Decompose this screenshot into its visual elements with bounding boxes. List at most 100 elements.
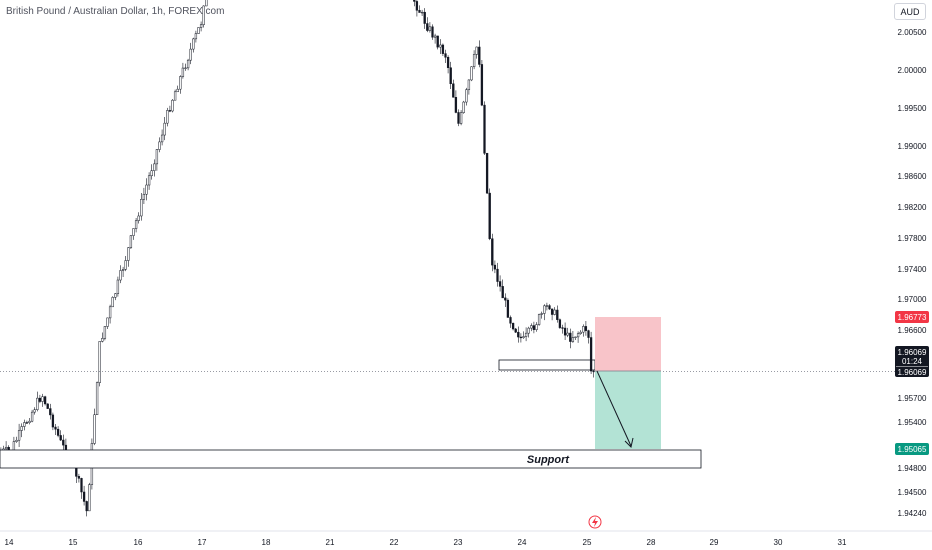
current-price-badge bbox=[895, 346, 929, 377]
candle bbox=[514, 328, 517, 334]
candle bbox=[160, 129, 164, 146]
candle bbox=[584, 321, 588, 336]
candle bbox=[553, 307, 556, 316]
x-tick-label: 23 bbox=[454, 538, 463, 547]
candle bbox=[420, 9, 424, 17]
candle bbox=[454, 90, 458, 114]
candles-group bbox=[0, 0, 598, 517]
candle bbox=[550, 308, 554, 321]
y-tick-label: 1.96600 bbox=[898, 326, 927, 335]
candle bbox=[574, 336, 577, 340]
candle bbox=[496, 262, 499, 287]
x-tick-label: 21 bbox=[326, 538, 335, 547]
candle bbox=[36, 391, 39, 412]
y-tick-label: 1.97800 bbox=[898, 234, 927, 243]
candle bbox=[431, 24, 434, 40]
projection-arrow bbox=[596, 370, 632, 447]
candle bbox=[444, 49, 447, 63]
candle bbox=[119, 265, 122, 284]
take-profit-zone[interactable] bbox=[595, 371, 661, 449]
candle bbox=[140, 192, 143, 221]
candle bbox=[114, 293, 117, 301]
y-tick-label: 1.99500 bbox=[898, 104, 927, 113]
candle bbox=[46, 403, 49, 409]
candle bbox=[462, 100, 465, 114]
y-tick-label: 1.98200 bbox=[898, 203, 927, 212]
candle bbox=[579, 330, 582, 335]
x-tick-label: 30 bbox=[774, 538, 783, 547]
candle bbox=[441, 43, 445, 57]
take-profit-value: 1.95065 bbox=[898, 445, 927, 454]
candle bbox=[197, 27, 200, 35]
candle bbox=[184, 63, 187, 71]
entry-price-value: 1.96069 bbox=[898, 368, 927, 377]
candle bbox=[181, 62, 185, 79]
candle bbox=[158, 137, 161, 153]
candle bbox=[522, 331, 525, 339]
candle bbox=[150, 164, 153, 180]
x-tick-label: 22 bbox=[390, 538, 399, 547]
candle bbox=[173, 89, 177, 101]
candle bbox=[155, 149, 159, 171]
x-tick-label: 24 bbox=[518, 538, 527, 547]
candle bbox=[571, 331, 575, 343]
x-tick-label: 31 bbox=[838, 538, 847, 547]
candle bbox=[43, 395, 47, 406]
x-tick-label: 17 bbox=[198, 538, 207, 547]
y-tick-label: 1.94240 bbox=[898, 509, 927, 518]
candle bbox=[163, 116, 166, 141]
x-tick-label: 16 bbox=[134, 538, 143, 547]
candle bbox=[108, 304, 112, 324]
candle bbox=[127, 247, 130, 267]
candle bbox=[418, 5, 421, 13]
candle bbox=[106, 317, 109, 329]
x-axis: 14 15 16 17 18 21 22 23 24 25 28 29 30 31 bbox=[5, 538, 847, 547]
candle bbox=[186, 58, 190, 71]
candle bbox=[153, 159, 156, 177]
lightning-icon[interactable] bbox=[588, 515, 602, 529]
candle bbox=[457, 109, 460, 127]
candle bbox=[498, 275, 502, 292]
candle bbox=[545, 302, 549, 311]
support-zone[interactable] bbox=[0, 449, 702, 469]
candle bbox=[413, 0, 416, 7]
candle bbox=[54, 423, 57, 436]
candle bbox=[548, 304, 551, 311]
candle bbox=[483, 101, 486, 156]
candle bbox=[147, 172, 151, 190]
candle bbox=[49, 403, 52, 420]
candle bbox=[582, 324, 585, 337]
candle bbox=[101, 332, 104, 343]
candle bbox=[142, 187, 146, 205]
candle bbox=[592, 369, 595, 378]
candle bbox=[540, 311, 543, 319]
candle bbox=[168, 105, 172, 113]
candle bbox=[506, 298, 510, 318]
candle bbox=[134, 217, 138, 233]
candle bbox=[202, 5, 205, 28]
candle bbox=[576, 331, 580, 343]
candle bbox=[415, 0, 419, 17]
candle bbox=[491, 233, 494, 272]
support-label: Support bbox=[527, 454, 570, 466]
candle bbox=[28, 418, 31, 425]
candle bbox=[179, 75, 182, 94]
candle bbox=[527, 326, 530, 338]
candle bbox=[587, 329, 590, 344]
candle bbox=[465, 87, 468, 106]
candle bbox=[95, 381, 99, 415]
x-tick-label: 25 bbox=[583, 538, 592, 547]
candle bbox=[124, 256, 127, 272]
candle bbox=[59, 430, 62, 441]
currency-selector[interactable]: AUD bbox=[894, 3, 926, 20]
consolidation-box[interactable] bbox=[498, 359, 596, 371]
candle bbox=[129, 235, 133, 250]
candle bbox=[436, 35, 439, 50]
candle bbox=[530, 323, 533, 332]
candle bbox=[93, 408, 96, 446]
candle bbox=[480, 60, 484, 107]
y-tick-label: 1.95400 bbox=[898, 418, 927, 427]
stop-loss-zone[interactable] bbox=[595, 317, 661, 371]
